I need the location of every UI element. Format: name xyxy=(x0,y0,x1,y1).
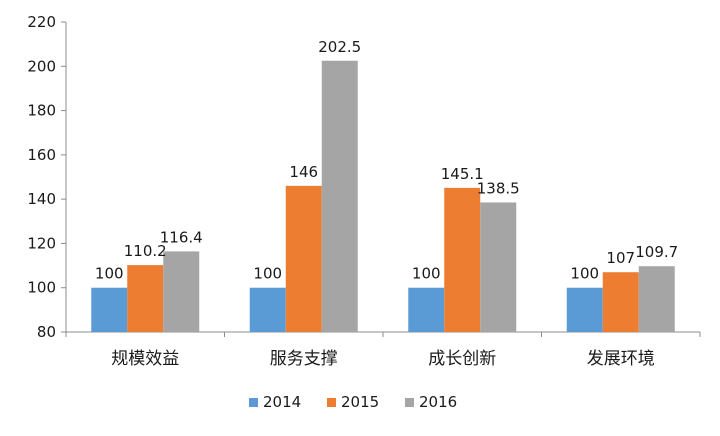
y-tick-label: 200 xyxy=(27,57,56,75)
data-label: 110.2 xyxy=(124,242,167,260)
legend-label: 2014 xyxy=(263,393,301,411)
x-tick-label: 成长创新 xyxy=(428,349,496,369)
legend-swatch xyxy=(405,398,414,407)
data-label: 116.4 xyxy=(160,228,203,246)
data-label: 100 xyxy=(253,265,282,283)
legend: 2014 2015 2016 xyxy=(249,393,457,411)
x-tick-label: 规模效益 xyxy=(111,349,179,369)
data-label: 138.5 xyxy=(477,179,520,197)
legend-label: 2015 xyxy=(341,393,379,411)
y-tick-label: 220 xyxy=(27,13,56,31)
data-label: 107 xyxy=(606,249,635,267)
legend-label: 2016 xyxy=(419,393,457,411)
x-axis: 规模效益 服务支撑 成长创新 发展环境 xyxy=(65,331,701,369)
bar xyxy=(127,265,164,332)
bar xyxy=(91,287,128,332)
bar xyxy=(321,60,358,332)
y-tick-label: 80 xyxy=(37,323,56,341)
bar xyxy=(602,272,639,332)
bar xyxy=(408,287,445,332)
data-label: 109.7 xyxy=(635,243,678,261)
data-label: 145.1 xyxy=(441,165,484,183)
legend-swatch xyxy=(327,398,336,407)
data-label: 100 xyxy=(412,265,441,283)
bar xyxy=(285,185,322,332)
data-label: 100 xyxy=(95,265,124,283)
bars-group xyxy=(91,60,675,332)
data-label: 202.5 xyxy=(318,38,361,56)
legend-swatch xyxy=(249,398,258,407)
legend-item: 2015 xyxy=(327,393,379,411)
x-tick-label: 服务支撑 xyxy=(270,349,338,369)
y-tick-label: 160 xyxy=(27,146,56,164)
legend-item: 2016 xyxy=(405,393,457,411)
y-tick-label: 180 xyxy=(27,102,56,120)
bar xyxy=(249,287,286,332)
data-label: 146 xyxy=(289,163,318,181)
data-label: 100 xyxy=(570,265,599,283)
y-tick-label: 120 xyxy=(27,234,56,252)
bar xyxy=(638,266,675,332)
bar xyxy=(566,287,603,332)
data-labels-group: 100110.2116.4100146202.5100145.1138.5100… xyxy=(95,38,678,283)
legend-item: 2014 xyxy=(249,393,301,411)
x-tick-label: 发展环境 xyxy=(587,349,655,369)
y-axis: 80 100 120 140 160 180 200 220 xyxy=(27,13,67,341)
bar xyxy=(444,187,481,332)
bar xyxy=(480,202,517,332)
y-tick-label: 100 xyxy=(27,279,56,297)
bar xyxy=(163,251,200,332)
y-tick-label: 140 xyxy=(27,190,56,208)
